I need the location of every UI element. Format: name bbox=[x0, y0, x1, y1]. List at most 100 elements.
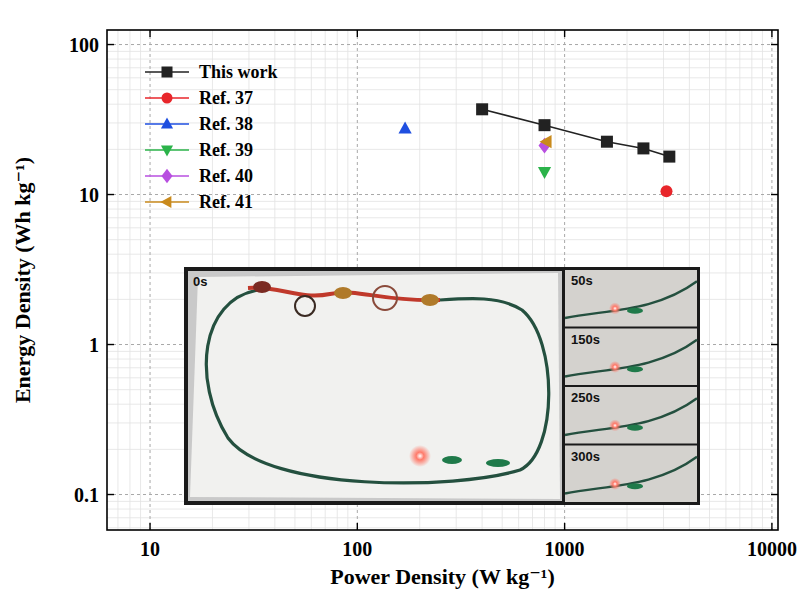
electrode bbox=[442, 456, 462, 464]
y-axis-title: Energy Density (Wh kg⁻¹) bbox=[10, 157, 35, 403]
grid bbox=[107, 30, 778, 530]
legend-marker bbox=[162, 67, 173, 78]
red-wire bbox=[248, 288, 440, 300]
series-line bbox=[482, 109, 669, 156]
clip bbox=[421, 294, 439, 306]
minor-grid bbox=[107, 254, 778, 255]
legend-label: Ref. 40 bbox=[199, 166, 253, 186]
inset-time-label: 300s bbox=[571, 449, 600, 464]
grid-line bbox=[107, 44, 778, 45]
minor-grid bbox=[751, 30, 752, 530]
minor-grid bbox=[762, 30, 763, 530]
strip-bg bbox=[565, 387, 697, 444]
inset-time-label: 150s bbox=[571, 332, 600, 347]
legend-label: Ref. 41 bbox=[199, 192, 253, 212]
y-tick-label: 10 bbox=[79, 184, 99, 206]
data-point bbox=[660, 185, 672, 197]
minor-grid bbox=[107, 239, 778, 240]
data-point bbox=[637, 142, 649, 154]
grid-line bbox=[150, 30, 151, 530]
minor-grid bbox=[140, 30, 141, 530]
minor-grid bbox=[107, 517, 778, 518]
x-axis-title: Power Density (W kg⁻¹) bbox=[330, 564, 555, 589]
legend: This work Ref. 37 Ref. 38 Ref. 39 Ref. 40 Ref… bbox=[145, 62, 278, 212]
data bbox=[398, 103, 675, 197]
x-tick bbox=[771, 523, 772, 530]
y-tick bbox=[771, 344, 778, 345]
minor-grid bbox=[107, 217, 778, 218]
inset-time-label: 50s bbox=[571, 273, 593, 288]
y-tick bbox=[771, 194, 778, 195]
strip-led bbox=[609, 361, 621, 373]
x-tick bbox=[149, 523, 150, 530]
y-tick bbox=[771, 494, 778, 495]
legend-marker bbox=[161, 117, 173, 128]
y-tick-label: 1 bbox=[89, 334, 99, 356]
clip bbox=[253, 281, 271, 293]
data-point bbox=[539, 119, 551, 131]
data-point bbox=[601, 136, 613, 148]
strip-electrode bbox=[627, 483, 643, 489]
strip-bg bbox=[565, 329, 697, 386]
data-point bbox=[538, 167, 551, 179]
legend-marker bbox=[162, 93, 173, 104]
axes: 101001000100000.1110100 bbox=[69, 30, 797, 560]
x-tick bbox=[149, 30, 150, 37]
paper bbox=[190, 273, 560, 499]
y-tick bbox=[107, 494, 114, 495]
x-tick-label: 10 bbox=[140, 538, 160, 560]
led-glow bbox=[409, 445, 431, 467]
y-tick bbox=[107, 194, 114, 195]
x-tick-label: 10000 bbox=[747, 538, 797, 560]
x-tick bbox=[357, 523, 358, 530]
inset-border bbox=[184, 267, 700, 505]
minor-grid bbox=[107, 59, 778, 60]
minor-grid bbox=[107, 227, 778, 228]
data-point bbox=[476, 103, 488, 115]
minor-grid bbox=[725, 30, 726, 530]
inset-time-label: 0s bbox=[193, 274, 207, 289]
legend-marker bbox=[160, 196, 171, 208]
data-point bbox=[398, 121, 411, 133]
data-point bbox=[663, 151, 675, 163]
x-tick bbox=[357, 30, 358, 37]
y-tick bbox=[107, 344, 114, 345]
x-tick-label: 100 bbox=[342, 538, 372, 560]
minor-grid bbox=[107, 51, 778, 52]
strip-electrode bbox=[627, 308, 643, 314]
strip-electrode bbox=[627, 425, 643, 431]
strip-bg bbox=[565, 446, 697, 503]
x-tick bbox=[564, 523, 565, 530]
plot-frame bbox=[107, 30, 778, 530]
inset-photo: 0s 50s 150s 250s 300s bbox=[184, 267, 700, 505]
strip-led bbox=[609, 419, 621, 431]
minor-grid bbox=[129, 30, 130, 530]
minor-grid bbox=[107, 509, 778, 510]
legend-label: Ref. 39 bbox=[199, 140, 253, 160]
x-tick-label: 1000 bbox=[545, 538, 585, 560]
legend-label: Ref. 37 bbox=[199, 88, 253, 108]
minor-grid bbox=[739, 30, 740, 530]
legend-marker bbox=[162, 169, 173, 183]
y-tick bbox=[771, 44, 778, 45]
strip-led bbox=[609, 302, 621, 314]
minor-grid bbox=[117, 30, 118, 530]
x-tick bbox=[564, 30, 565, 37]
wire-loop bbox=[373, 286, 397, 310]
y-tick bbox=[107, 44, 114, 45]
strip-bg bbox=[565, 270, 697, 327]
legend-marker bbox=[161, 146, 173, 157]
minor-grid bbox=[107, 527, 778, 528]
minor-grid bbox=[709, 30, 710, 530]
chart: 101001000100000.1110100Power Density (W … bbox=[0, 0, 811, 605]
x-tick bbox=[771, 30, 772, 37]
strip-led bbox=[609, 478, 621, 490]
electrode bbox=[486, 459, 510, 467]
data-point bbox=[540, 135, 552, 148]
photo-bg bbox=[188, 271, 562, 501]
clip bbox=[334, 287, 352, 299]
strip-electrode bbox=[627, 366, 643, 372]
legend-label: This work bbox=[199, 62, 278, 82]
inset-time-label: 250s bbox=[571, 390, 600, 405]
legend-label: Ref. 38 bbox=[199, 114, 253, 134]
